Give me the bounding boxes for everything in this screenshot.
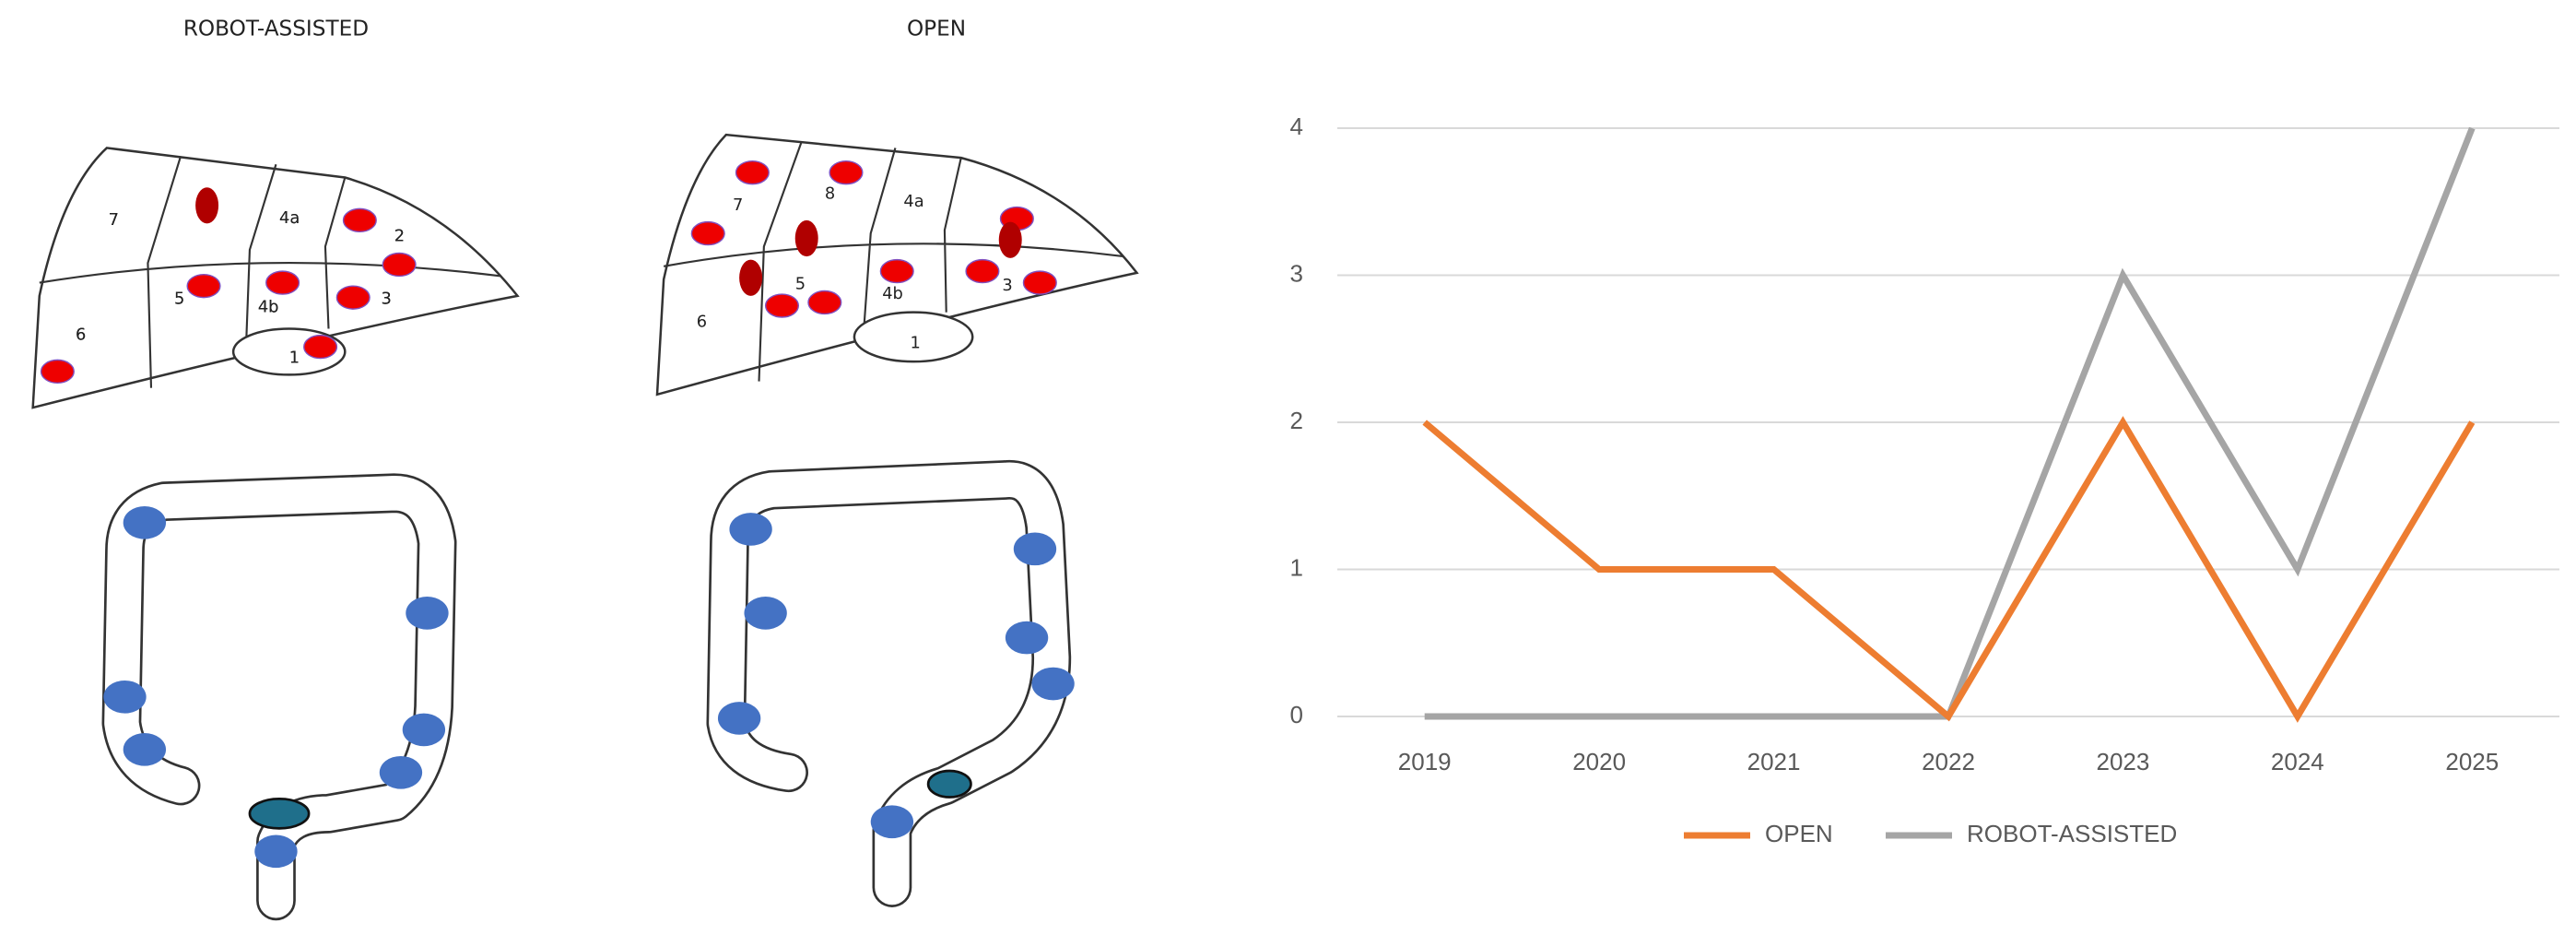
svg-text:4b: 4b [258,297,279,316]
svg-text:4a: 4a [279,208,300,228]
liver-diagram: 7 4a 2 5 4b 3 6 1 [31,147,520,409]
segment-label: 6 [697,312,707,331]
panel-title: ROBOT-ASSISTED [183,17,369,41]
segment-label: 4b [882,284,903,303]
segment-label: 3 [382,289,392,308]
segment-label: 5 [174,289,184,308]
segment-label: 7 [733,195,743,215]
colon-diagram [706,459,1075,907]
segment-label: 5 [795,274,806,293]
segment-labels: 7 4a 2 5 4b 3 6 1 [76,208,405,368]
segment-label: 1 [289,349,300,368]
svg-text:6: 6 [76,325,86,345]
segment-label: 1 [911,334,921,353]
segment-label: 8 [825,183,835,203]
svg-text:1: 1 [289,349,300,368]
y-tick-label: 3 [1290,259,1303,287]
chart: 0 1 2 3 4 2019 2020 2021 2022 2023 2024 2025 OPEN ROB… [1290,112,2559,847]
segment-label: 4a [903,192,923,211]
segment-label: 4b [258,297,279,316]
segment-label: 4a [279,208,300,228]
panel-title: OPEN [907,17,966,41]
illustrations: ROBOT-ASSISTED OPEN 7 4a 2 5 4b 3 6 1 [31,17,1139,921]
svg-text:2: 2 [394,227,405,246]
y-tick-label: 2 [1290,407,1303,434]
svg-text:3: 3 [382,289,392,308]
x-tick-label: 2022 [1922,748,1975,775]
x-tick-label: 2025 [2445,748,2499,775]
x-tick-label: 2024 [2271,748,2324,775]
segment-labels: 7 8 4a 6 5 4b 3 1 [697,183,1013,352]
svg-text:5: 5 [174,289,184,308]
colon-diagram [101,473,457,921]
liver-diagram [655,133,1139,396]
svg-text:7: 7 [109,210,119,230]
x-tick-label: 2023 [2097,748,2150,775]
y-tick-label: 4 [1290,112,1303,140]
legend-label: OPEN [1765,820,1833,847]
segment-label: 7 [109,210,119,230]
y-tick-label: 0 [1290,701,1303,728]
line-series [1422,416,2476,723]
x-tick-label: 2020 [1572,748,1626,775]
y-tick-label: 1 [1290,553,1303,581]
x-tick-label: 2019 [1398,748,1452,775]
x-tick-label: 2021 [1747,748,1801,775]
segment-label: 3 [1002,276,1012,295]
segment-label: 6 [76,325,86,345]
legend-label: ROBOT-ASSISTED [1967,820,2177,847]
segment-label: 2 [394,227,405,246]
